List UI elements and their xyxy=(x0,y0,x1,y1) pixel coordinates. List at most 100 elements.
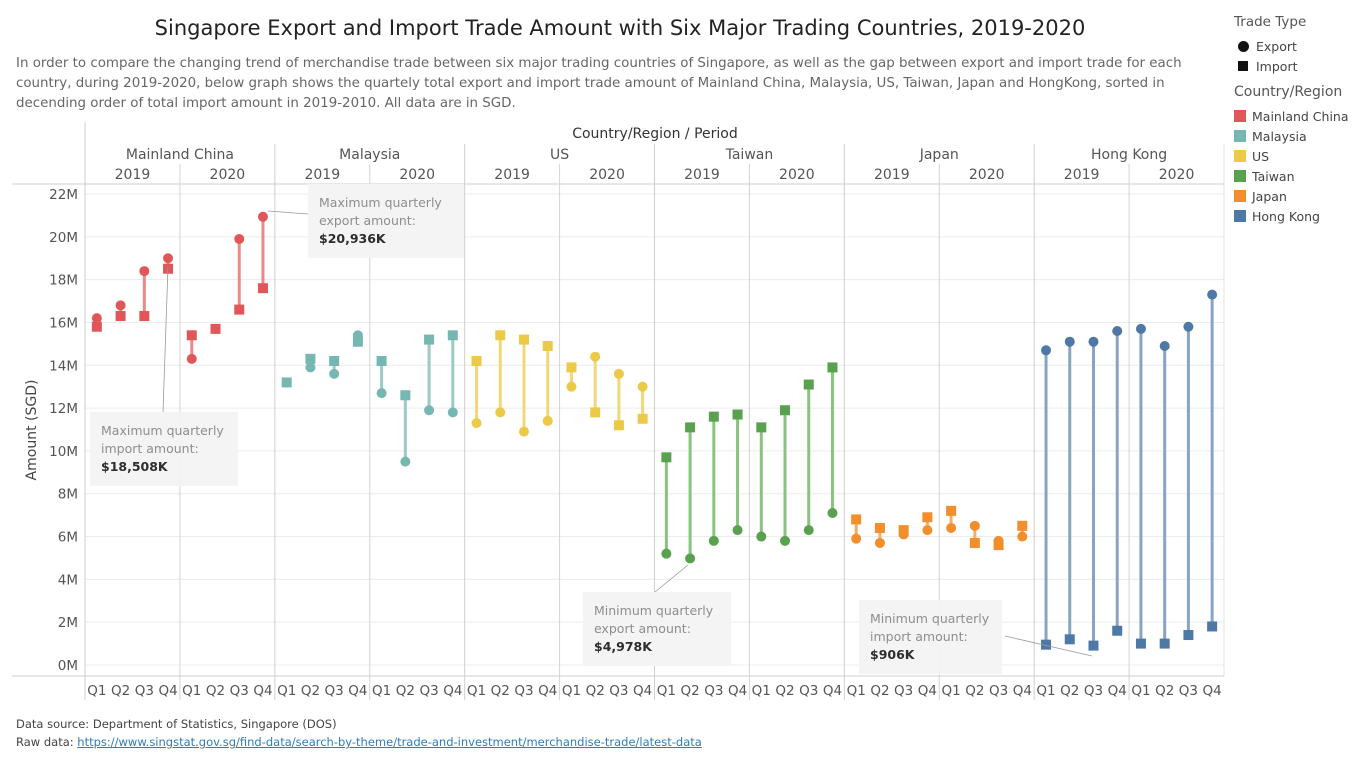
export-point xyxy=(637,381,648,392)
import-point xyxy=(661,452,672,463)
country-header: US xyxy=(550,147,569,163)
export-point xyxy=(424,405,435,416)
quarter-label: Q1 xyxy=(942,683,961,699)
legend-item-country[interactable]: Mainland China xyxy=(1234,106,1349,126)
legend-item-country[interactable]: Japan xyxy=(1234,186,1349,206)
quarter-label: Q4 xyxy=(538,683,557,699)
export-point xyxy=(1207,289,1218,300)
year-header: 2019 xyxy=(494,167,530,183)
quarter-label: Q2 xyxy=(111,683,130,699)
raw-data-link[interactable]: https://www.singstat.gov.sg/find-data/se… xyxy=(77,735,702,749)
quarter-label: Q3 xyxy=(230,683,249,699)
import-point xyxy=(542,341,553,352)
country-header: Mainland China xyxy=(126,147,234,163)
quarter-label: Q2 xyxy=(396,683,415,699)
y-tick-label: 6M xyxy=(58,530,78,546)
quarter-label: Q3 xyxy=(989,683,1008,699)
import-point xyxy=(803,379,814,390)
quarter-label: Q4 xyxy=(728,683,747,699)
year-header: 2019 xyxy=(874,167,910,183)
country-header: Malaysia xyxy=(339,147,400,163)
legend-item-country[interactable]: Hong Kong xyxy=(1234,206,1349,226)
export-point xyxy=(874,537,885,548)
quarter-label: Q4 xyxy=(1013,683,1032,699)
import-point xyxy=(590,407,601,418)
data-source: Data source: Department of Statistics, S… xyxy=(16,717,337,731)
import-point xyxy=(495,330,506,341)
annotation-text: Maximum quarterly export amount: xyxy=(319,195,442,228)
quarter-label: Q2 xyxy=(870,683,889,699)
quarter-label: Q3 xyxy=(1084,683,1103,699)
color-swatch-icon xyxy=(1234,190,1246,202)
annotation-leader xyxy=(1004,635,1093,657)
export-point xyxy=(756,531,767,542)
quarter-label: Q4 xyxy=(348,683,367,699)
export-point xyxy=(1183,321,1194,332)
quarter-label: Q3 xyxy=(704,683,723,699)
year-header: 2020 xyxy=(969,167,1005,183)
quarter-label: Q4 xyxy=(823,683,842,699)
annotation-value: $4,978K xyxy=(594,639,652,654)
square-icon xyxy=(1238,61,1248,71)
quarter-label: Q1 xyxy=(467,683,486,699)
annotation-text: Minimum quarterly export amount: xyxy=(594,603,714,636)
import-point xyxy=(210,323,221,334)
quarter-label: Q3 xyxy=(419,683,438,699)
legend-label-country: Hong Kong xyxy=(1252,208,1320,224)
export-point xyxy=(613,368,624,379)
import-point xyxy=(305,353,316,364)
country-header: Hong Kong xyxy=(1091,147,1167,163)
export-point xyxy=(447,407,458,418)
export-point xyxy=(139,266,150,277)
export-point xyxy=(1017,531,1028,542)
legend-item-country[interactable]: Taiwan xyxy=(1234,166,1349,186)
export-point xyxy=(708,535,719,546)
color-swatch-icon xyxy=(1234,130,1246,142)
y-tick-label: 22M xyxy=(49,187,78,203)
import-point xyxy=(898,525,909,536)
quarter-label: Q2 xyxy=(1155,683,1174,699)
year-header: 2019 xyxy=(1064,167,1100,183)
legend-item-export[interactable]: Export xyxy=(1234,36,1306,56)
quarter-label: Q4 xyxy=(1108,683,1127,699)
quarter-label: Q1 xyxy=(372,683,391,699)
trade-type-legend: Trade Type Export Import xyxy=(1234,14,1306,76)
export-point xyxy=(685,553,696,564)
quarter-label: Q4 xyxy=(253,683,272,699)
quarter-label: Q3 xyxy=(135,683,154,699)
export-point xyxy=(780,535,791,546)
import-point xyxy=(186,330,197,341)
import-point xyxy=(400,390,411,401)
import-point xyxy=(447,330,458,341)
legend-item-country[interactable]: US xyxy=(1234,146,1349,166)
export-point xyxy=(566,381,577,392)
year-header: 2019 xyxy=(304,167,340,183)
export-point xyxy=(590,351,601,362)
export-point xyxy=(163,253,174,264)
export-point xyxy=(922,525,933,536)
import-point xyxy=(471,355,482,366)
import-point xyxy=(1088,640,1099,651)
quarter-label: Q3 xyxy=(325,683,344,699)
export-point xyxy=(234,233,245,244)
year-header: 2020 xyxy=(589,167,625,183)
y-tick-label: 4M xyxy=(58,572,78,588)
annotation-max-import: Maximum quarterly import amount: $18,508… xyxy=(90,412,238,486)
year-header: 2020 xyxy=(399,167,435,183)
legend-item-country[interactable]: Malaysia xyxy=(1234,126,1349,146)
export-point xyxy=(115,300,126,311)
export-point xyxy=(518,426,529,437)
year-header: 2019 xyxy=(684,167,720,183)
color-swatch-icon xyxy=(1234,150,1246,162)
export-point xyxy=(732,525,743,536)
import-point xyxy=(732,409,743,420)
import-point xyxy=(1207,621,1218,632)
legend-label-country: Mainland China xyxy=(1252,108,1349,124)
legend-label-country: Malaysia xyxy=(1252,128,1307,144)
legend-label-export: Export xyxy=(1256,38,1297,54)
export-point xyxy=(803,525,814,536)
import-point xyxy=(1135,638,1146,649)
legend-item-import[interactable]: Import xyxy=(1234,56,1306,76)
quarter-label: Q3 xyxy=(609,683,628,699)
import-point xyxy=(424,334,435,345)
